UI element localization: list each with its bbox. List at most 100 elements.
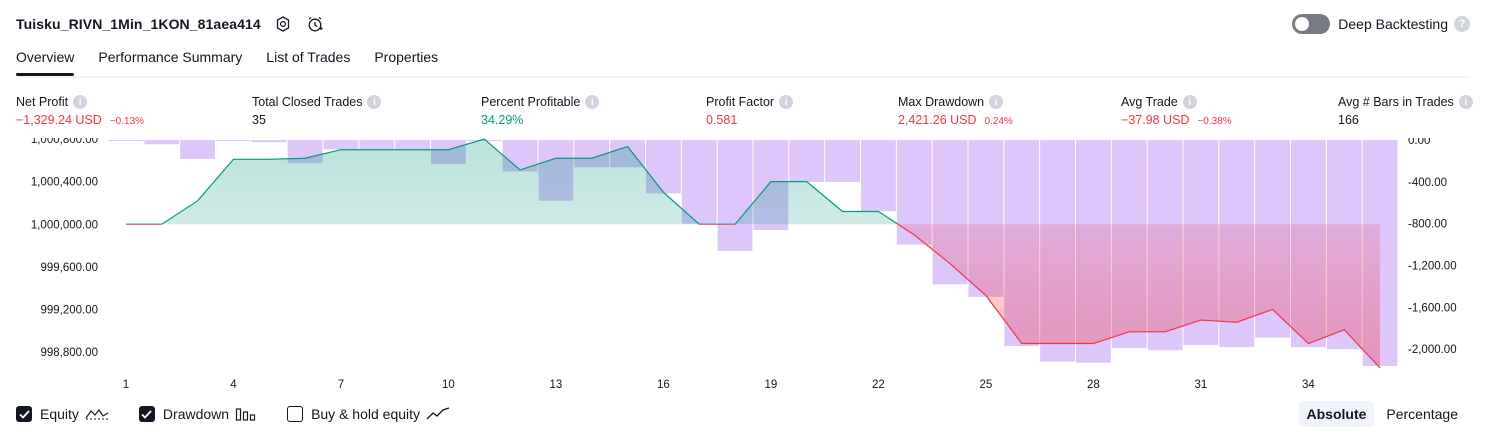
strategy-title: Tuisku_RIVN_1Min_1KON_81aea414 (16, 16, 261, 32)
legend-buy-hold-toggle[interactable]: Buy & hold equity (287, 406, 450, 422)
x-axis-tick: 7 (338, 379, 344, 391)
strategy-header: Tuisku_RIVN_1Min_1KON_81aea414 (16, 12, 325, 36)
metric-net-profit: Net Profit i −1,329.24 USD −0.13% (16, 94, 144, 129)
absolute-button[interactable]: Absolute (1298, 401, 1375, 427)
metric-subvalue: −0.13% (109, 116, 145, 127)
metric-subvalue: −0.38% (1197, 116, 1232, 127)
legend-drawdown-toggle[interactable]: Drawdown (138, 406, 257, 422)
drawdown-label: Drawdown (162, 406, 230, 422)
metric-max-drawdown: Max Drawdown i 2,421.26 USD 0.24% (898, 94, 1013, 129)
tab-performance-summary[interactable]: Performance Summary (98, 49, 243, 65)
tab-overview[interactable]: Overview (16, 46, 75, 76)
metric-label: Total Closed Trades (252, 95, 363, 109)
metric-profit-factor: Profit Factor i 0.581 (706, 94, 794, 129)
x-axis-tick: 16 (657, 379, 670, 391)
right-axis-tick: -1,600.00 (1408, 302, 1457, 314)
x-axis-tick: 10 (442, 379, 455, 391)
x-axis-tick: 4 (230, 379, 237, 391)
equity-label: Equity (40, 406, 79, 422)
deep-backtesting-toggle[interactable] (1292, 14, 1331, 34)
drawdown-bar (323, 140, 359, 150)
buy-hold-line-icon (426, 407, 450, 421)
metric-value: 2,421.26 USD (898, 113, 977, 127)
metric-value: 0.581 (706, 113, 738, 127)
metric-total-closed-trades: Total Closed Trades i 35 (252, 94, 382, 129)
right-axis-tick: 0.00 (1408, 138, 1430, 147)
buy-hold-label: Buy & hold equity (311, 406, 421, 422)
metric-label: Profit Factor (706, 95, 775, 109)
equity-loss-area (125, 224, 1381, 368)
drawdown-bar (789, 140, 825, 182)
info-icon[interactable]: i (73, 95, 88, 109)
right-axis-tick: -800.00 (1408, 219, 1447, 231)
metric-value: −37.98 USD (1121, 113, 1190, 127)
settings-gear-icon[interactable] (273, 14, 293, 34)
equity-line-icon (85, 407, 109, 421)
right-axis-tick: -1,200.00 (1408, 261, 1457, 273)
equity-line-loss (125, 224, 1381, 369)
x-axis-tick: 25 (980, 379, 993, 391)
percentage-button[interactable]: Percentage (1386, 406, 1458, 422)
drawdown-bars-icon (235, 407, 257, 421)
drawdown-bar (717, 140, 753, 251)
metric-subvalue: 0.24% (984, 116, 1013, 127)
report-tabs: Overview Performance Summary List of Tra… (16, 46, 1470, 78)
chart-legend: Equity Drawdown Buy & hold equity (16, 403, 480, 425)
right-axis-tick: -400.00 (1408, 177, 1447, 189)
metric-avg-bars-in-trades: Avg # Bars in Trades i 166 (1338, 94, 1473, 129)
alarm-clock-icon[interactable] (305, 14, 325, 34)
metric-value: 35 (252, 113, 266, 127)
drawdown-bar (180, 140, 215, 159)
info-icon[interactable]: i (779, 95, 794, 109)
drawdown-bar (861, 140, 896, 212)
drawdown-bar (681, 140, 717, 224)
drawdown-bar (359, 140, 395, 150)
x-axis-tick: 34 (1302, 379, 1315, 391)
help-icon[interactable]: ? (1454, 16, 1470, 32)
drawdown-bar (216, 140, 251, 142)
deep-backtesting-control: Deep Backtesting ? (1292, 12, 1470, 36)
legend-equity-toggle[interactable]: Equity (16, 406, 109, 422)
tab-properties[interactable]: Properties (374, 49, 439, 65)
scale-mode-switch: Absolute Percentage (1295, 401, 1467, 427)
info-icon[interactable]: i (585, 95, 600, 109)
right-axis-tick: -2,000.00 (1408, 344, 1457, 356)
metric-label: Percent Profitable (481, 95, 581, 109)
metric-label: Avg # Bars in Trades (1338, 95, 1454, 109)
left-axis-tick: 1,000,000.00 (31, 219, 98, 231)
metric-label: Avg Trade (1121, 95, 1178, 109)
info-icon[interactable]: i (367, 95, 382, 109)
metric-avg-trade: Avg Trade i −37.98 USD −0.38% (1121, 94, 1232, 129)
tab-list-of-trades[interactable]: List of Trades (266, 49, 351, 65)
left-axis-tick: 1,000,400.00 (31, 177, 98, 189)
info-icon[interactable]: i (1182, 95, 1197, 109)
x-axis-tick: 22 (872, 379, 885, 391)
x-axis-tick: 1 (123, 379, 129, 391)
equity-drawdown-chart: 1,000,800.00 1,000,400.00 1,000,000.00 999,… (31, 138, 1457, 391)
metric-label: Max Drawdown (898, 95, 985, 109)
deep-backtesting-label: Deep Backtesting (1338, 16, 1448, 32)
x-axis-tick: 19 (765, 379, 778, 391)
drawdown-bar (395, 140, 430, 150)
x-axis-tick: 28 (1087, 379, 1100, 391)
drawdown-bar (108, 140, 144, 142)
x-axis-tick: 13 (550, 379, 563, 391)
drawdown-checkbox[interactable] (138, 406, 155, 422)
x-axis-tick: 31 (1195, 379, 1208, 391)
info-icon[interactable]: i (1458, 95, 1473, 109)
left-axis-tick: 999,200.00 (40, 304, 98, 316)
drawdown-bar (144, 140, 180, 145)
metric-percent-profitable: Percent Profitable i 34.29% (481, 94, 600, 129)
equity-profit-area (125, 139, 1381, 225)
buy-hold-checkbox[interactable] (287, 406, 304, 422)
left-axis-tick: 999,600.00 (40, 262, 98, 274)
metric-value: 166 (1338, 113, 1359, 127)
drawdown-bar (251, 140, 287, 143)
metric-label: Net Profit (16, 95, 69, 109)
equity-line-profit (125, 138, 900, 225)
equity-checkbox[interactable] (16, 406, 32, 422)
metric-value: 34.29% (481, 113, 524, 127)
metric-value: −1,329.24 USD (16, 113, 102, 127)
left-axis-tick: 998,800.00 (40, 347, 98, 359)
info-icon[interactable]: i (989, 95, 1004, 109)
